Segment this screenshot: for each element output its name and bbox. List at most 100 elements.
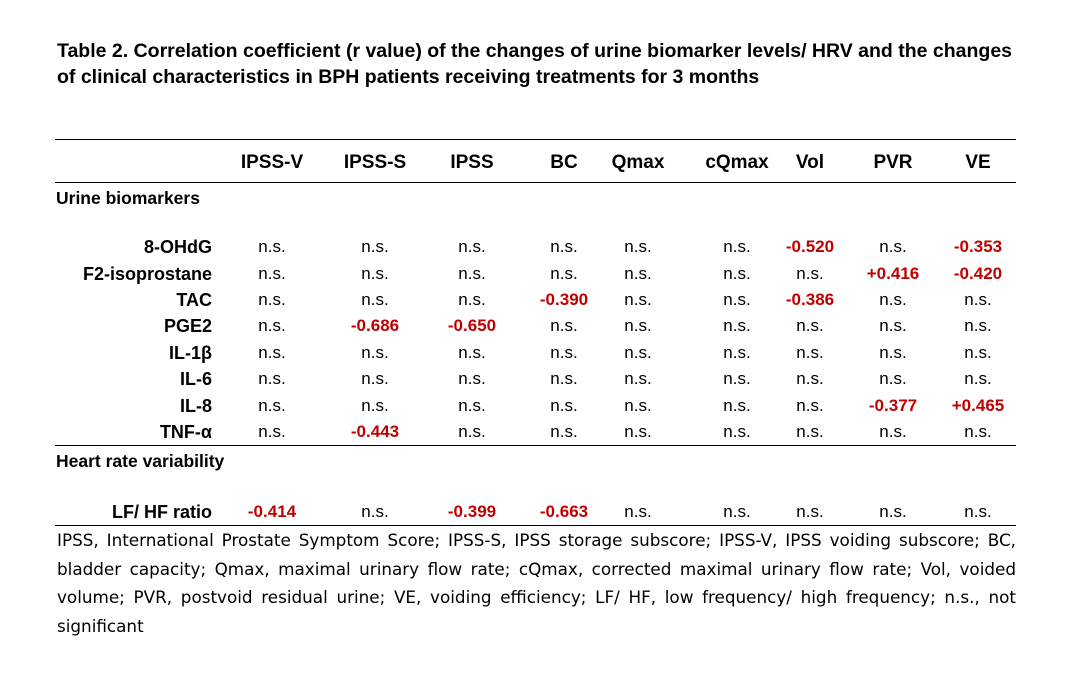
table-cell: n.s. (550, 422, 578, 441)
table-cell: n.s. (624, 316, 652, 335)
table-cell: n.s. (258, 369, 286, 388)
table-cell: n.s. (879, 343, 907, 362)
significant-value: -0.353 (953, 237, 1003, 256)
table-cell: n.s. (879, 422, 907, 441)
table-cell: n.s. (624, 369, 652, 388)
table-cell: n.s. (796, 422, 824, 441)
row-label: IL-1β (169, 343, 212, 363)
column-header: IPSS-S (343, 152, 407, 173)
section-rule (55, 445, 1016, 446)
table-cell: n.s. (258, 343, 286, 362)
table-cell: n.s. (723, 502, 751, 521)
table-footnote: IPSS, International Prostate Symptom Sco… (57, 530, 1016, 636)
table-title: Table 2. Correlation coefficient (r valu… (57, 40, 1013, 88)
row-label: 8-OHdG (143, 237, 212, 257)
significant-value: -0.414 (247, 502, 297, 521)
significant-value: -0.390 (539, 290, 589, 309)
table-cell: n.s. (550, 237, 578, 256)
table-cell: n.s. (258, 396, 286, 415)
table-cell: n.s. (796, 396, 824, 415)
table-cell: n.s. (361, 237, 389, 256)
table-cell: n.s. (258, 264, 286, 283)
table-cell: n.s. (964, 502, 992, 521)
table-cell: n.s. (723, 237, 751, 256)
column-header: Qmax (611, 152, 665, 173)
row-label: LF/ HF ratio (112, 502, 212, 522)
significant-value: +0.465 (951, 396, 1005, 415)
table-cell: n.s. (796, 316, 824, 335)
table-cell: n.s. (624, 502, 652, 521)
significant-value: -0.377 (868, 396, 918, 415)
table-cell: n.s. (624, 264, 652, 283)
table-cell: n.s. (723, 396, 751, 415)
table-cell: n.s. (624, 422, 652, 441)
header-rule (55, 182, 1016, 183)
significant-value: -0.520 (785, 237, 835, 256)
table-cell: n.s. (723, 343, 751, 362)
table-cell: n.s. (361, 502, 389, 521)
table-cell: n.s. (723, 290, 751, 309)
row-label: TNF-α (159, 422, 212, 442)
table-cell: n.s. (258, 237, 286, 256)
row-label: PGE2 (163, 316, 212, 336)
table-cell: n.s. (258, 316, 286, 335)
table-cell: n.s. (879, 237, 907, 256)
table-cell: n.s. (361, 369, 389, 388)
table-cell: n.s. (723, 316, 751, 335)
table-cell: n.s. (550, 396, 578, 415)
table-cell: n.s. (879, 502, 907, 521)
significant-value: -0.443 (350, 422, 400, 441)
table-cell: n.s. (723, 369, 751, 388)
column-header: Vol (795, 152, 825, 173)
table-cell: n.s. (796, 343, 824, 362)
table-cell: n.s. (723, 264, 751, 283)
table-cell: n.s. (361, 290, 389, 309)
table-cell: n.s. (624, 237, 652, 256)
table-cell: n.s. (458, 369, 486, 388)
column-header: PVR (873, 152, 913, 173)
table-cell: n.s. (624, 396, 652, 415)
column-header: IPSS-V (240, 152, 304, 173)
row-label: IL-6 (179, 369, 212, 389)
table-cell: n.s. (796, 264, 824, 283)
significant-value: -0.386 (785, 290, 835, 309)
table-cell: n.s. (879, 369, 907, 388)
row-label: TAC (176, 290, 212, 310)
table-cell: n.s. (550, 369, 578, 388)
significant-value: -0.420 (953, 264, 1003, 283)
table-cell: n.s. (796, 502, 824, 521)
table-cell: n.s. (550, 264, 578, 283)
section-label: Heart rate variability (56, 451, 225, 471)
table-cell: n.s. (964, 343, 992, 362)
significant-value: -0.686 (350, 316, 400, 335)
table-cell: n.s. (964, 290, 992, 309)
table-cell: n.s. (964, 369, 992, 388)
table-cell: n.s. (258, 422, 286, 441)
table-cell: n.s. (458, 237, 486, 256)
top-rule (55, 139, 1016, 140)
significant-value: -0.650 (447, 316, 497, 335)
table-cell: n.s. (550, 343, 578, 362)
column-header: cQmax (705, 152, 769, 173)
table-cell: n.s. (361, 343, 389, 362)
table-cell: n.s. (458, 343, 486, 362)
table-cell: n.s. (458, 290, 486, 309)
table-cell: n.s. (796, 369, 824, 388)
table-cell: n.s. (258, 290, 286, 309)
row-label: IL-8 (179, 396, 212, 416)
table-cell: n.s. (879, 316, 907, 335)
table-cell: n.s. (624, 290, 652, 309)
table-cell: n.s. (458, 422, 486, 441)
table-cell: n.s. (361, 264, 389, 283)
significant-value: -0.399 (447, 502, 497, 521)
row-label: F2-isoprostane (82, 264, 212, 284)
table-cell: n.s. (624, 343, 652, 362)
table-cell: n.s. (458, 396, 486, 415)
significant-value: -0.663 (539, 502, 589, 521)
table-cell: n.s. (879, 290, 907, 309)
column-header: IPSS (450, 152, 494, 173)
significant-value: +0.416 (866, 264, 920, 283)
column-header: VE (965, 152, 991, 173)
section-label: Urine biomarkers (56, 188, 200, 208)
table-cell: n.s. (964, 316, 992, 335)
